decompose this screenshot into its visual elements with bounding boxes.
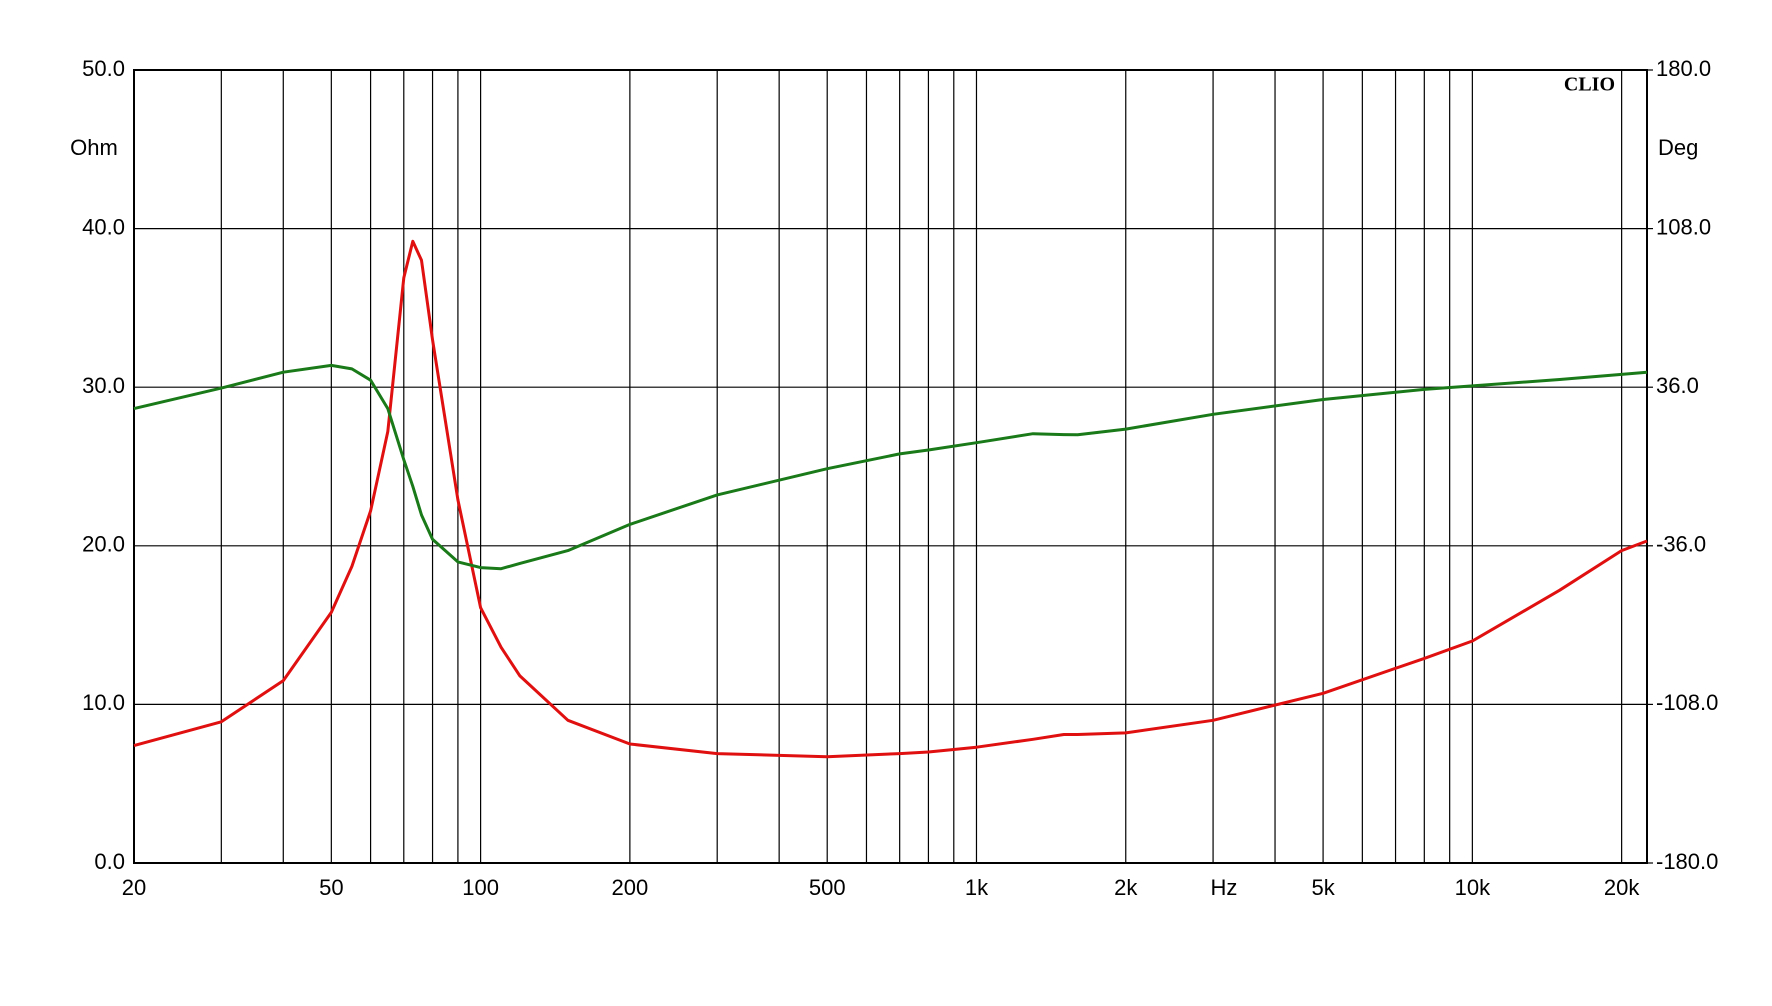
x-tick-label: 5k — [1311, 875, 1335, 900]
y-axis-label: Ohm — [70, 135, 118, 160]
x-axis-label: Hz — [1211, 875, 1238, 900]
y2-tick-label: -180.0 — [1656, 849, 1718, 874]
x-tick-label: 10k — [1455, 875, 1491, 900]
x-tick-label: 500 — [809, 875, 846, 900]
y-tick-label: 20.0 — [82, 532, 125, 557]
y2-tick-label: 180.0 — [1656, 56, 1711, 81]
logo: CLIO — [1564, 74, 1615, 96]
y-tick-label: 50.0 — [82, 56, 125, 81]
y2-tick-label: 108.0 — [1656, 214, 1711, 239]
x-tick-label: 100 — [462, 875, 499, 900]
x-tick-label: 200 — [612, 875, 649, 900]
plot-frame — [133, 69, 1648, 864]
data-line — [133, 239, 1648, 759]
y-tick-label: 0.0 — [94, 849, 125, 874]
y2-tick-label: 36.0 — [1656, 373, 1699, 398]
x-tick-label: 20k — [1604, 875, 1640, 900]
y-tick-label: 10.0 — [82, 690, 125, 715]
x-tick-label: 2k — [1114, 875, 1138, 900]
data-line — [133, 363, 1648, 571]
x-tick-label: 50 — [319, 875, 343, 900]
y2-tick-label: -108.0 — [1656, 690, 1718, 715]
x-tick-label: 20 — [122, 875, 146, 900]
y-tick-label: 30.0 — [82, 373, 125, 398]
y-tick-label: 40.0 — [82, 214, 125, 239]
y2-axis-label: Deg — [1658, 135, 1698, 160]
y2-tick-label: -36.0 — [1656, 532, 1706, 557]
x-tick-label: 1k — [965, 875, 989, 900]
